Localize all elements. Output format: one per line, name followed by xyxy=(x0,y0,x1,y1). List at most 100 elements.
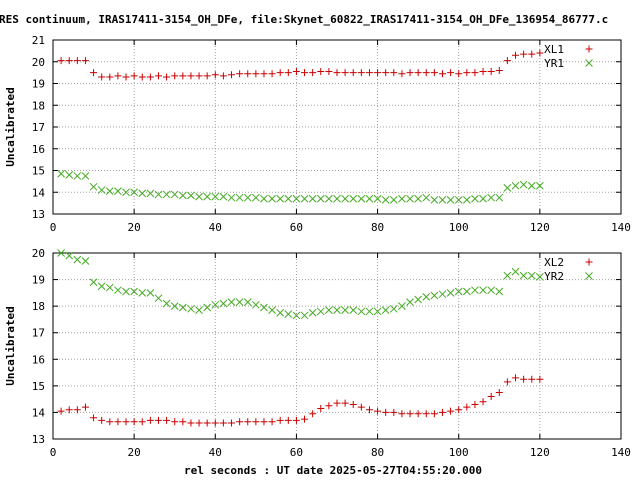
data-point-yr2 xyxy=(527,271,536,280)
data-point-xl1 xyxy=(98,73,106,81)
data-point-yr1 xyxy=(357,194,366,203)
data-point-xl1 xyxy=(57,57,65,65)
data-point-yr1 xyxy=(536,181,544,190)
legend-label-xl1: XL1 xyxy=(544,43,564,56)
data-point-yr2 xyxy=(235,298,244,307)
top-panel: 0 20 40 60 80 100 120 140 13 14 15 16 17 18 19 20 21 XL… xyxy=(4,34,631,234)
data-point-yr2 xyxy=(81,257,90,265)
data-point-yr1 xyxy=(65,170,74,179)
data-point-yr2 xyxy=(162,299,171,308)
data-point-xl2 xyxy=(495,389,503,396)
data-point-xl2 xyxy=(430,410,438,418)
data-point-yr2 xyxy=(276,308,285,317)
data-point-yr1 xyxy=(462,196,471,204)
data-point-xl2 xyxy=(503,378,511,386)
data-point-yr2 xyxy=(462,287,471,296)
data-point-xl2 xyxy=(357,403,365,411)
top-x-tick-label: 40 xyxy=(209,221,222,234)
legend-marker-yr2 xyxy=(585,272,593,280)
data-point-yr2 xyxy=(284,310,293,318)
bottom-y-tick-label: 19 xyxy=(32,274,45,287)
top-x-tick-label: 100 xyxy=(449,221,469,234)
bottom-x-tick-label: 0 xyxy=(50,446,57,459)
data-point-yr2 xyxy=(122,287,130,296)
data-point-xl2 xyxy=(138,418,146,426)
data-point-xl2 xyxy=(438,408,446,416)
data-point-xl2 xyxy=(81,403,89,411)
data-point-yr1 xyxy=(308,194,317,203)
top-x-tick-label: 20 xyxy=(128,221,141,234)
data-point-xl2 xyxy=(333,399,341,407)
data-point-yr2 xyxy=(146,289,155,297)
bottom-y-tick-label: 17 xyxy=(32,327,45,340)
data-point-xl2 xyxy=(130,418,138,426)
data-point-yr1 xyxy=(511,181,520,190)
bottom-x-tick-label: 120 xyxy=(530,446,550,459)
data-point-xl1 xyxy=(228,71,236,79)
data-point-xl1 xyxy=(333,69,341,77)
data-point-yr1 xyxy=(471,194,479,203)
data-point-yr2 xyxy=(365,307,374,316)
top-y-tick-label: 21 xyxy=(32,34,45,47)
data-point-yr1 xyxy=(446,196,455,204)
data-point-xl1 xyxy=(268,70,276,78)
data-point-yr2 xyxy=(430,291,439,300)
data-point-xl1 xyxy=(171,72,179,80)
bottom-gridlines xyxy=(53,253,621,439)
data-point-yr2 xyxy=(406,298,414,307)
top-y-tick-label: 13 xyxy=(32,208,45,221)
bottom-x-ticks: 0 20 40 60 80 100 120 140 xyxy=(50,253,631,459)
data-point-yr2 xyxy=(57,249,65,257)
data-point-xl1 xyxy=(487,68,495,76)
data-point-yr2 xyxy=(178,303,187,312)
data-point-xl1 xyxy=(357,69,365,77)
data-point-yr2 xyxy=(292,311,301,320)
data-point-yr1 xyxy=(73,172,82,180)
data-point-yr2 xyxy=(219,299,228,308)
data-point-yr2 xyxy=(438,290,447,299)
data-point-xl1 xyxy=(106,73,114,81)
data-point-yr2 xyxy=(268,306,276,314)
data-point-yr2 xyxy=(487,286,496,295)
data-point-yr1 xyxy=(138,189,147,198)
data-point-xl2 xyxy=(463,403,471,411)
data-point-xl2 xyxy=(447,407,455,415)
data-point-xl1 xyxy=(81,57,89,65)
data-point-xl1 xyxy=(495,66,503,74)
bottom-series-yr2 xyxy=(57,249,544,320)
data-point-yr2 xyxy=(308,308,317,317)
bottom-x-tick-label: 100 xyxy=(449,446,469,459)
data-point-yr1 xyxy=(252,193,260,202)
data-point-xl1 xyxy=(309,69,317,77)
top-x-tick-label: 60 xyxy=(290,221,303,234)
data-point-yr1 xyxy=(170,190,179,199)
data-point-xl1 xyxy=(447,69,455,77)
data-point-yr2 xyxy=(187,304,195,313)
top-series-xl1 xyxy=(57,49,544,81)
data-point-yr1 xyxy=(454,196,463,204)
data-point-yr1 xyxy=(195,192,203,201)
data-point-yr2 xyxy=(398,302,406,310)
data-point-yr2 xyxy=(114,286,122,295)
data-point-yr1 xyxy=(219,192,228,201)
data-point-xl2 xyxy=(187,419,195,427)
data-point-xl1 xyxy=(179,72,187,80)
data-point-xl1 xyxy=(203,72,211,80)
data-point-yr1 xyxy=(81,172,90,180)
data-point-xl2 xyxy=(390,408,398,416)
data-point-yr1 xyxy=(300,194,309,203)
data-point-yr1 xyxy=(260,194,268,203)
data-point-yr2 xyxy=(389,304,398,313)
data-point-xl2 xyxy=(114,418,122,426)
data-point-yr2 xyxy=(341,306,349,314)
top-x-tick-label: 0 xyxy=(50,221,57,234)
top-y-tick-label: 19 xyxy=(32,78,45,91)
data-point-xl1 xyxy=(195,72,203,80)
bottom-y-tick-label: 16 xyxy=(32,353,45,366)
data-point-yr1 xyxy=(495,193,504,202)
legend-marker-xl2 xyxy=(585,258,593,266)
bottom-panel: 0 20 40 60 80 100 120 140 13 14 15 16 17 18 19 20 XL2Y… xyxy=(4,247,631,459)
data-point-xl2 xyxy=(90,414,98,422)
